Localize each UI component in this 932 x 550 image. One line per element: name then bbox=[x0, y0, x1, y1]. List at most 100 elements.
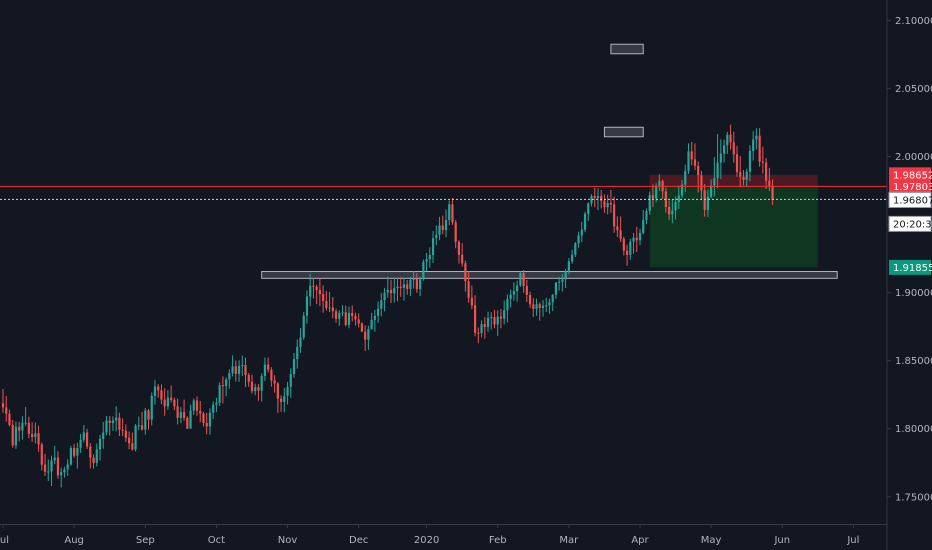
candle-body bbox=[225, 379, 228, 386]
candle-body bbox=[176, 406, 179, 418]
candle bbox=[56, 451, 60, 479]
zone-rectangle bbox=[603, 126, 644, 138]
price-tick-label: 2.10000 bbox=[895, 16, 932, 27]
candle-body bbox=[564, 271, 567, 280]
candle-body bbox=[302, 315, 305, 338]
candle bbox=[402, 278, 406, 301]
candle bbox=[625, 244, 629, 266]
price-badge-text: 1.96807 bbox=[893, 195, 932, 206]
candle bbox=[205, 412, 208, 435]
candle bbox=[613, 196, 616, 233]
candle-body bbox=[331, 307, 334, 312]
candle bbox=[545, 297, 548, 312]
candle bbox=[225, 377, 228, 397]
candle bbox=[499, 309, 503, 329]
candles-layer bbox=[1, 124, 774, 488]
candle bbox=[318, 278, 321, 307]
candle bbox=[680, 180, 684, 199]
candle-body bbox=[697, 165, 700, 176]
candle bbox=[477, 327, 480, 344]
candle bbox=[296, 339, 299, 369]
candle-body bbox=[40, 444, 43, 465]
candle bbox=[619, 216, 622, 242]
candle bbox=[192, 398, 195, 415]
price-badge-background bbox=[889, 259, 931, 275]
candle-body bbox=[506, 298, 509, 311]
candle-body bbox=[322, 294, 325, 302]
candle bbox=[380, 292, 383, 317]
candle-body bbox=[719, 153, 722, 163]
candle-body bbox=[748, 150, 752, 172]
candle bbox=[305, 290, 309, 324]
candle-body bbox=[680, 184, 684, 196]
candle bbox=[516, 280, 519, 302]
candle bbox=[53, 445, 56, 464]
candle bbox=[454, 220, 457, 249]
candle bbox=[525, 279, 528, 303]
candle-body bbox=[771, 185, 774, 200]
candle-body bbox=[292, 359, 296, 375]
candle-body bbox=[765, 162, 768, 181]
candle bbox=[85, 428, 89, 450]
time-tick-label: Mar bbox=[559, 535, 579, 546]
time-tick-label: Sep bbox=[136, 535, 155, 546]
candle bbox=[370, 312, 373, 330]
price-tick-label: 2.05000 bbox=[895, 84, 932, 95]
candle-body bbox=[525, 285, 528, 295]
candle bbox=[199, 400, 202, 423]
info-badge: 1.96807 bbox=[888, 191, 932, 208]
candle-body bbox=[347, 312, 351, 325]
candle-body bbox=[722, 145, 726, 154]
candle bbox=[98, 434, 102, 461]
candle bbox=[570, 249, 574, 264]
candle-body bbox=[522, 273, 525, 286]
candle-body bbox=[221, 385, 224, 387]
price-badge-text: 1.98652 bbox=[893, 170, 932, 181]
candle-body bbox=[108, 420, 111, 424]
candle bbox=[435, 225, 438, 246]
candle bbox=[538, 302, 541, 321]
candle bbox=[322, 285, 325, 313]
candle-body bbox=[189, 410, 192, 429]
candle-body bbox=[438, 225, 441, 235]
candle bbox=[286, 381, 289, 405]
time-tick-label: Dec bbox=[349, 535, 368, 546]
candle-body bbox=[63, 469, 66, 473]
candle-body bbox=[580, 229, 583, 236]
candle bbox=[376, 301, 380, 323]
candle-body bbox=[593, 196, 596, 199]
candle bbox=[312, 277, 315, 299]
candle bbox=[147, 408, 150, 430]
candle-body bbox=[613, 204, 616, 227]
candle bbox=[658, 174, 661, 191]
candle bbox=[157, 384, 160, 398]
candle-body bbox=[713, 178, 716, 186]
candle-body bbox=[218, 385, 221, 403]
time-axis[interactable]: Jul Aug Sep Oct Nov Dec 2020 Feb Mar Apr May Jun Jul bbox=[0, 524, 859, 546]
time-tick-label: May bbox=[701, 535, 722, 546]
candle-body bbox=[69, 447, 73, 465]
candle bbox=[237, 360, 241, 382]
candle bbox=[425, 252, 428, 271]
price-badge-background bbox=[889, 178, 931, 194]
candle-body bbox=[257, 387, 260, 391]
price-labels: 1.986521.978031.968551.9680720:20:381.91… bbox=[888, 167, 932, 275]
time-tick-label: Apr bbox=[631, 535, 649, 546]
candle-body bbox=[642, 219, 645, 233]
candle-body bbox=[53, 457, 56, 461]
candle-body bbox=[260, 375, 263, 391]
candle-body bbox=[742, 176, 745, 180]
candle bbox=[221, 376, 224, 404]
candle-body bbox=[24, 422, 27, 424]
candle-body bbox=[655, 185, 658, 199]
candle bbox=[11, 420, 14, 448]
candle-body bbox=[638, 232, 642, 241]
candle bbox=[263, 357, 267, 381]
candle-body bbox=[590, 196, 593, 204]
candle bbox=[31, 422, 34, 442]
candle-body bbox=[8, 413, 11, 425]
candle bbox=[354, 312, 357, 326]
candle bbox=[687, 143, 690, 174]
candle bbox=[302, 312, 305, 340]
